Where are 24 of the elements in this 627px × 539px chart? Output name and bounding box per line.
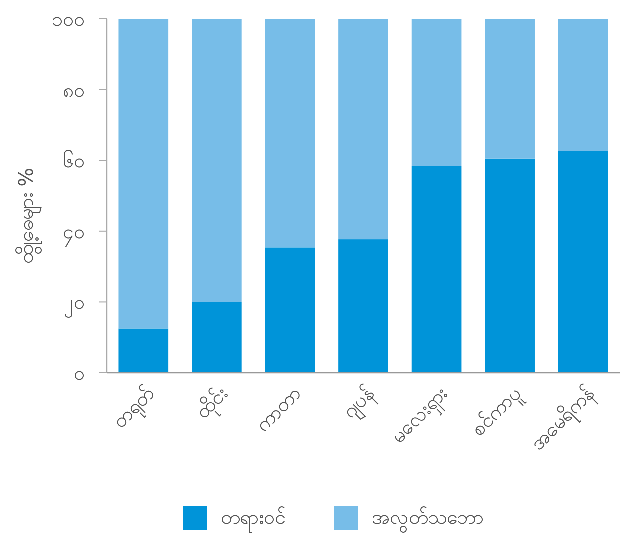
legend-label: အလွတ်သဘော — [372, 505, 484, 533]
y-tick-label: ၀ — [74, 361, 85, 385]
bar — [265, 19, 316, 248]
legend-label: တရားဝင် — [221, 505, 286, 533]
bar — [485, 19, 535, 159]
y-axis-title: ထွို့ဓေများ % — [14, 168, 42, 264]
bar — [192, 19, 242, 302]
bar — [412, 166, 462, 373]
x-tick-label: ထိုင်း — [190, 382, 236, 426]
bar — [338, 240, 388, 373]
bar — [485, 158, 535, 373]
y-tick-label: ၂၀ — [64, 290, 85, 318]
y-tick-label: ၁၀၀ — [52, 7, 85, 31]
bar — [118, 19, 169, 329]
bar — [265, 248, 316, 373]
bar — [558, 151, 608, 373]
y-tick-label: ၈၀ — [63, 78, 85, 102]
bar — [118, 328, 169, 373]
bar — [412, 19, 462, 166]
bar — [192, 302, 242, 373]
y-tick-label: ၄၀ — [63, 219, 85, 248]
bar — [558, 19, 608, 152]
y-tick-label: ၆၀ — [63, 148, 85, 173]
bar — [338, 19, 388, 240]
